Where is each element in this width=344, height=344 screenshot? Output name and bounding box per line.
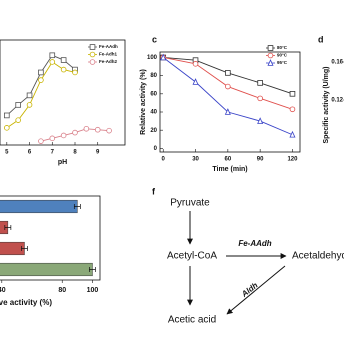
- data-point: [72, 69, 78, 76]
- legend-label: 90°C: [277, 53, 288, 58]
- data-point: [60, 66, 67, 73]
- x-tick-label: 80: [58, 287, 66, 294]
- enzyme-label: Fe-AAdh: [238, 239, 271, 248]
- error-bar: [21, 246, 28, 251]
- data-point: [225, 83, 231, 90]
- node-label: Acetyl-CoA: [167, 251, 217, 262]
- bar: [0, 199, 78, 214]
- legend-marker: [89, 44, 96, 50]
- y-tick-label: 40: [150, 110, 157, 116]
- data-point: [38, 69, 44, 76]
- data-point: [4, 112, 10, 119]
- error-bar: [73, 204, 81, 209]
- data-point: [26, 92, 33, 99]
- legend-label: Fe-AAdh: [99, 44, 118, 49]
- data-point: [15, 117, 21, 123]
- panel-label: f: [152, 186, 156, 196]
- data-point: [225, 70, 231, 76]
- data-point: [224, 108, 231, 115]
- legend-label: Fe-Adh2: [99, 59, 117, 64]
- arrow: [226, 265, 286, 315]
- y-tick-label: 60: [150, 91, 157, 97]
- data-point: [60, 57, 67, 63]
- plot-frame: [0, 195, 101, 281]
- x-tick-label: 120: [287, 157, 298, 163]
- node-label: Acetaldehyde: [292, 251, 344, 262]
- pathway-diagram: f Pyruvate Acetyl-CoA Fe-AAdh Acetaldehy…: [152, 186, 344, 325]
- x-axis-label: pH: [58, 159, 67, 166]
- x-tick-label: 100: [87, 287, 99, 294]
- data-point: [72, 129, 78, 136]
- error-bar: [4, 225, 12, 230]
- legend-label: Fe-Adh1: [99, 52, 117, 57]
- legend-marker: [267, 59, 274, 66]
- data-point: [49, 135, 56, 142]
- legend-marker: [267, 45, 274, 51]
- data-point: [289, 106, 296, 113]
- data-point: [83, 125, 90, 132]
- x-tick-label: 9: [96, 150, 100, 156]
- y-tick-label: 20: [150, 128, 157, 134]
- x-tick-label: 60: [225, 157, 232, 163]
- y-tick-label: 0: [154, 146, 158, 152]
- y-axis-label: Relative activity (%): [140, 69, 147, 135]
- error-bar: [89, 267, 96, 272]
- x-tick-label: 8: [73, 150, 77, 156]
- data-point: [106, 127, 112, 134]
- data-point: [192, 78, 199, 85]
- data-point: [49, 59, 56, 65]
- bar: [0, 262, 93, 277]
- x-tick-label: 6: [28, 150, 32, 156]
- x-axis-label: Time (min): [212, 166, 247, 173]
- data-point: [49, 52, 56, 59]
- x-tick-label: 0: [162, 157, 166, 163]
- enzyme-label: Aldh: [239, 281, 259, 300]
- legend-label: 95°C: [277, 60, 288, 65]
- data-point: [38, 77, 44, 83]
- bar: [0, 241, 25, 256]
- x-axis-label: Relative activity (%): [0, 298, 52, 307]
- legend-marker: [89, 59, 96, 65]
- series-line: [162, 57, 293, 136]
- data-point: [289, 130, 296, 138]
- data-point: [289, 91, 296, 97]
- data-point: [160, 53, 167, 61]
- data-point: [15, 102, 21, 108]
- x-tick-label: 30: [192, 157, 199, 163]
- y-tick-label: 0.12: [331, 98, 343, 104]
- legend-label: 80°C: [277, 45, 288, 50]
- y-tick-label: 0.16: [331, 60, 343, 66]
- x-tick-label: 5: [5, 150, 9, 156]
- data-point: [4, 125, 10, 131]
- panel-label: d: [318, 34, 324, 44]
- y-tick-label: 100: [147, 55, 158, 61]
- data-point: [192, 61, 199, 67]
- y-axis-label: Specific activity (U/mg): [323, 66, 330, 143]
- data-point: [257, 117, 264, 124]
- node-label: Pyruvate: [170, 198, 210, 209]
- data-point: [257, 95, 263, 102]
- data-point: [60, 132, 67, 139]
- x-tick-label: 40: [0, 287, 6, 294]
- y-tick-label: 80: [150, 73, 157, 79]
- x-tick-label: 7: [51, 150, 55, 156]
- data-point: [38, 138, 44, 144]
- legend-marker: [267, 52, 274, 59]
- node-label: Acetic acid: [168, 315, 216, 326]
- data-point: [26, 102, 33, 108]
- panel-label: c: [152, 34, 157, 44]
- plot-frame: [0, 39, 126, 146]
- x-tick-label: 90: [257, 157, 264, 163]
- plot-frame: [159, 51, 301, 153]
- data-point: [257, 80, 263, 86]
- data-point: [94, 126, 101, 133]
- legend-marker: [89, 51, 96, 58]
